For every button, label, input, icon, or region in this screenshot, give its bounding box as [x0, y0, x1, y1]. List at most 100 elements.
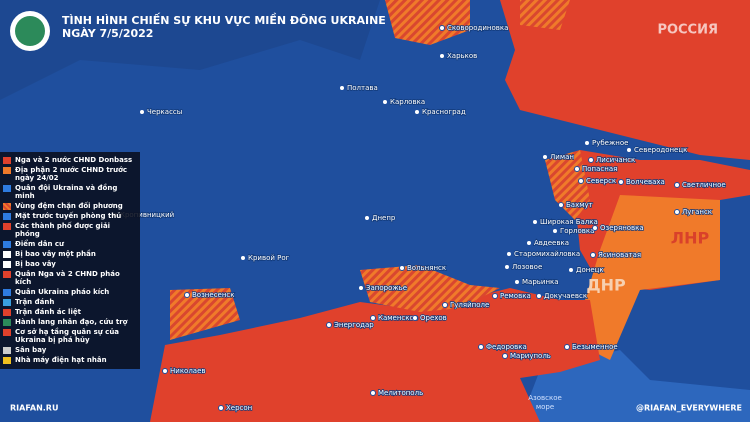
place-label: Вольнянск — [407, 264, 446, 272]
legend-label: Điểm dân cư — [15, 240, 65, 248]
place-dot — [399, 265, 405, 271]
place-label: Энергодар — [334, 321, 374, 329]
legend-swatch — [3, 270, 11, 278]
place-dot — [139, 109, 145, 115]
legend-label: Các thành phố được giải phóng — [15, 222, 111, 238]
region-label: ЛНР — [671, 229, 710, 248]
place-dot — [532, 219, 538, 225]
place-dot — [478, 344, 484, 350]
place-dot — [382, 99, 388, 105]
place-label: Лиман — [550, 153, 574, 161]
legend-label: Nga và 2 nước CHND Donbass — [15, 156, 133, 164]
place-dot — [542, 154, 548, 160]
place-label: Озеряновка — [600, 224, 644, 232]
legend-swatch — [3, 318, 11, 326]
footer-site: RIAFAN.RU — [10, 404, 58, 413]
place-label: Днепр — [372, 214, 396, 222]
legend-swatch — [3, 250, 11, 258]
place-label: Красноград — [422, 108, 466, 116]
buffer-zone — [170, 288, 240, 340]
legend-swatch — [3, 288, 11, 296]
place-dot — [626, 147, 632, 153]
place-label: Полтава — [347, 84, 378, 92]
place-dot — [618, 179, 624, 185]
buffer-zone — [385, 0, 470, 45]
legend-label: Vùng đệm chặn đối phương — [15, 202, 123, 210]
place-label: Запорожье — [366, 284, 407, 292]
sea-area — [520, 350, 750, 422]
place-dot — [588, 157, 594, 163]
place-label: Ясиноватая — [598, 251, 641, 259]
place-dot — [514, 279, 520, 285]
place-label: Харьков — [447, 52, 477, 60]
place-label: Бахмут — [566, 201, 593, 209]
russia-controlled — [150, 288, 600, 422]
place-label: Сковородиновка — [447, 24, 508, 32]
legend-item: Điểm dân cư — [0, 239, 140, 249]
place-label: Карловка — [390, 98, 425, 106]
place-dot — [184, 292, 190, 298]
place-dot — [552, 228, 558, 234]
legend-swatch — [3, 222, 11, 230]
legend-swatch — [3, 298, 11, 306]
legend-item: Hành lang nhân đạo, cứu trợ — [0, 317, 140, 327]
legend-item: Quân Ukraina pháo kích — [0, 287, 140, 297]
place-label: Черкассы — [147, 108, 182, 116]
region-label: ДНР — [586, 276, 626, 295]
place-label: Попасная — [582, 165, 617, 173]
legend-label: Nhà máy điện hạt nhân — [15, 356, 107, 364]
place-dot — [568, 267, 574, 273]
place-dot — [412, 315, 418, 321]
title-block: TÌNH HÌNH CHIẾN SỰ KHU VỰC MIỀN ĐÔNG UKR… — [62, 14, 386, 40]
place-dot — [414, 109, 420, 115]
place-dot — [564, 344, 570, 350]
place-label: Широкая Балка — [540, 218, 598, 226]
legend-swatch — [3, 356, 11, 364]
legend-swatch — [3, 166, 11, 174]
buffer-zone — [360, 265, 500, 312]
place-dot — [592, 225, 598, 231]
place-dot — [574, 166, 580, 172]
place-label: Докучаевск — [544, 292, 587, 300]
legend-item: Sân bay — [0, 345, 140, 355]
place-label: Волчеваха — [626, 178, 665, 186]
place-dot — [558, 202, 564, 208]
legend-label: Quân Nga và 2 CHND pháo kích — [15, 270, 120, 286]
date: NGÀY 7/5/2022 — [62, 27, 154, 40]
legend-item: Nhà máy điện hạt nhân — [0, 355, 140, 365]
place-label: Северск — [586, 177, 616, 185]
legend-item: Các thành phố được giải phóng — [0, 221, 140, 239]
place-label: Рубежное — [592, 139, 628, 147]
legend-item: Cơ sở hạ tầng quân sự của Ukraina bị phá… — [0, 327, 140, 345]
legend-item: Mặt trước tuyến phòng thủ — [0, 211, 140, 221]
legend-label: Hành lang nhân đạo, cứu trợ — [15, 318, 128, 326]
russia-controlled — [500, 0, 750, 160]
place-label: Лисичанск — [596, 156, 635, 164]
place-label: Донецк — [576, 266, 604, 274]
legend-label: Trận đánh — [15, 298, 55, 306]
place-label: Луганск — [682, 208, 712, 216]
legend-item: Địa phận 2 nước CHND trước ngày 24/02 — [0, 165, 140, 183]
place-dot — [590, 252, 596, 258]
legend-swatch — [3, 328, 11, 336]
place-dot — [240, 255, 246, 261]
place-label: Северодонецк — [634, 146, 687, 154]
legend-label: Quân đội Ukraina và đồng minh — [15, 184, 118, 200]
sea-label: Азовское — [528, 394, 562, 402]
place-dot — [506, 251, 512, 257]
place-label: Херсон — [226, 404, 252, 412]
legend-swatch — [3, 212, 11, 220]
legend-label: Cơ sở hạ tầng quân sự của Ukraina bị phá… — [15, 328, 120, 344]
place-dot — [504, 264, 510, 270]
place-dot — [439, 53, 445, 59]
legend-item: Vùng đệm chặn đối phương — [0, 201, 140, 211]
legend-label: Mặt trước tuyến phòng thủ — [15, 212, 122, 220]
place-label: Гуляйполе — [450, 301, 489, 309]
legend-item: Trận đánh — [0, 297, 140, 307]
place-label: Мелитополь — [378, 389, 423, 397]
republics-area — [585, 195, 720, 360]
place-label: Орехов — [420, 314, 447, 322]
place-label: Вознесенск — [192, 291, 235, 299]
